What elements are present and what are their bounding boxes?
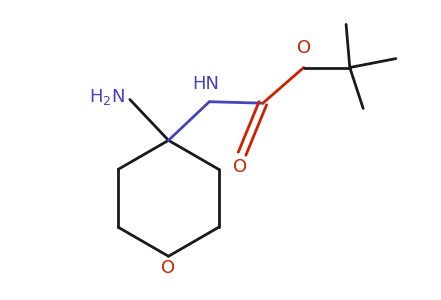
Text: O: O xyxy=(297,39,311,57)
Text: O: O xyxy=(161,259,176,277)
Text: HN: HN xyxy=(192,75,219,93)
Text: H$_2$N: H$_2$N xyxy=(90,86,125,106)
Text: O: O xyxy=(233,158,248,176)
